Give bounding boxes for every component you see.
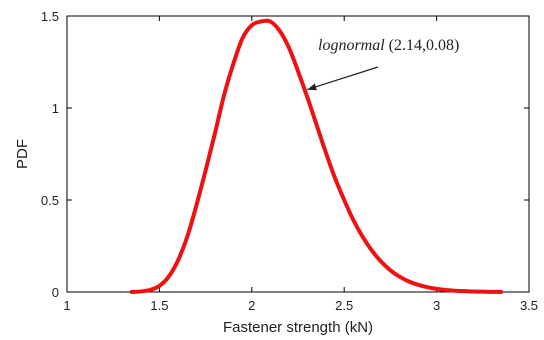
x-axis-ticks: 1 1.5 2 2.5 3 3.5 bbox=[63, 16, 538, 313]
y-axis-ticks: 0 0.5 1 1.5 bbox=[41, 9, 529, 300]
y-axis-label: PDF bbox=[14, 139, 31, 169]
annotation-arrow bbox=[307, 66, 379, 91]
y-tick-label: 1 bbox=[52, 101, 59, 116]
x-axis-label: Fastener strength (kN) bbox=[223, 319, 373, 336]
x-tick-label: 2.5 bbox=[335, 298, 353, 313]
x-tick-label: 2 bbox=[248, 298, 255, 313]
x-tick-label: 3 bbox=[433, 298, 440, 313]
annotation-parameters: (2.14,0.08) bbox=[385, 37, 460, 54]
plot-frame bbox=[66, 15, 530, 293]
x-tick-label: 3.5 bbox=[520, 298, 538, 313]
y-tick-label: 0 bbox=[52, 285, 59, 300]
annotation-arrowhead bbox=[307, 83, 317, 91]
x-tick-label: 1 bbox=[63, 298, 70, 313]
y-tick-label: 1.5 bbox=[41, 9, 59, 24]
annotation-distribution-name: lognormal bbox=[318, 37, 385, 54]
y-tick-label: 0.5 bbox=[41, 193, 59, 208]
lognormal-pdf-curve bbox=[129, 18, 504, 294]
x-tick-label: 1.5 bbox=[150, 298, 168, 313]
annotation-text: lognormal (2.14,0.08) bbox=[318, 37, 459, 54]
